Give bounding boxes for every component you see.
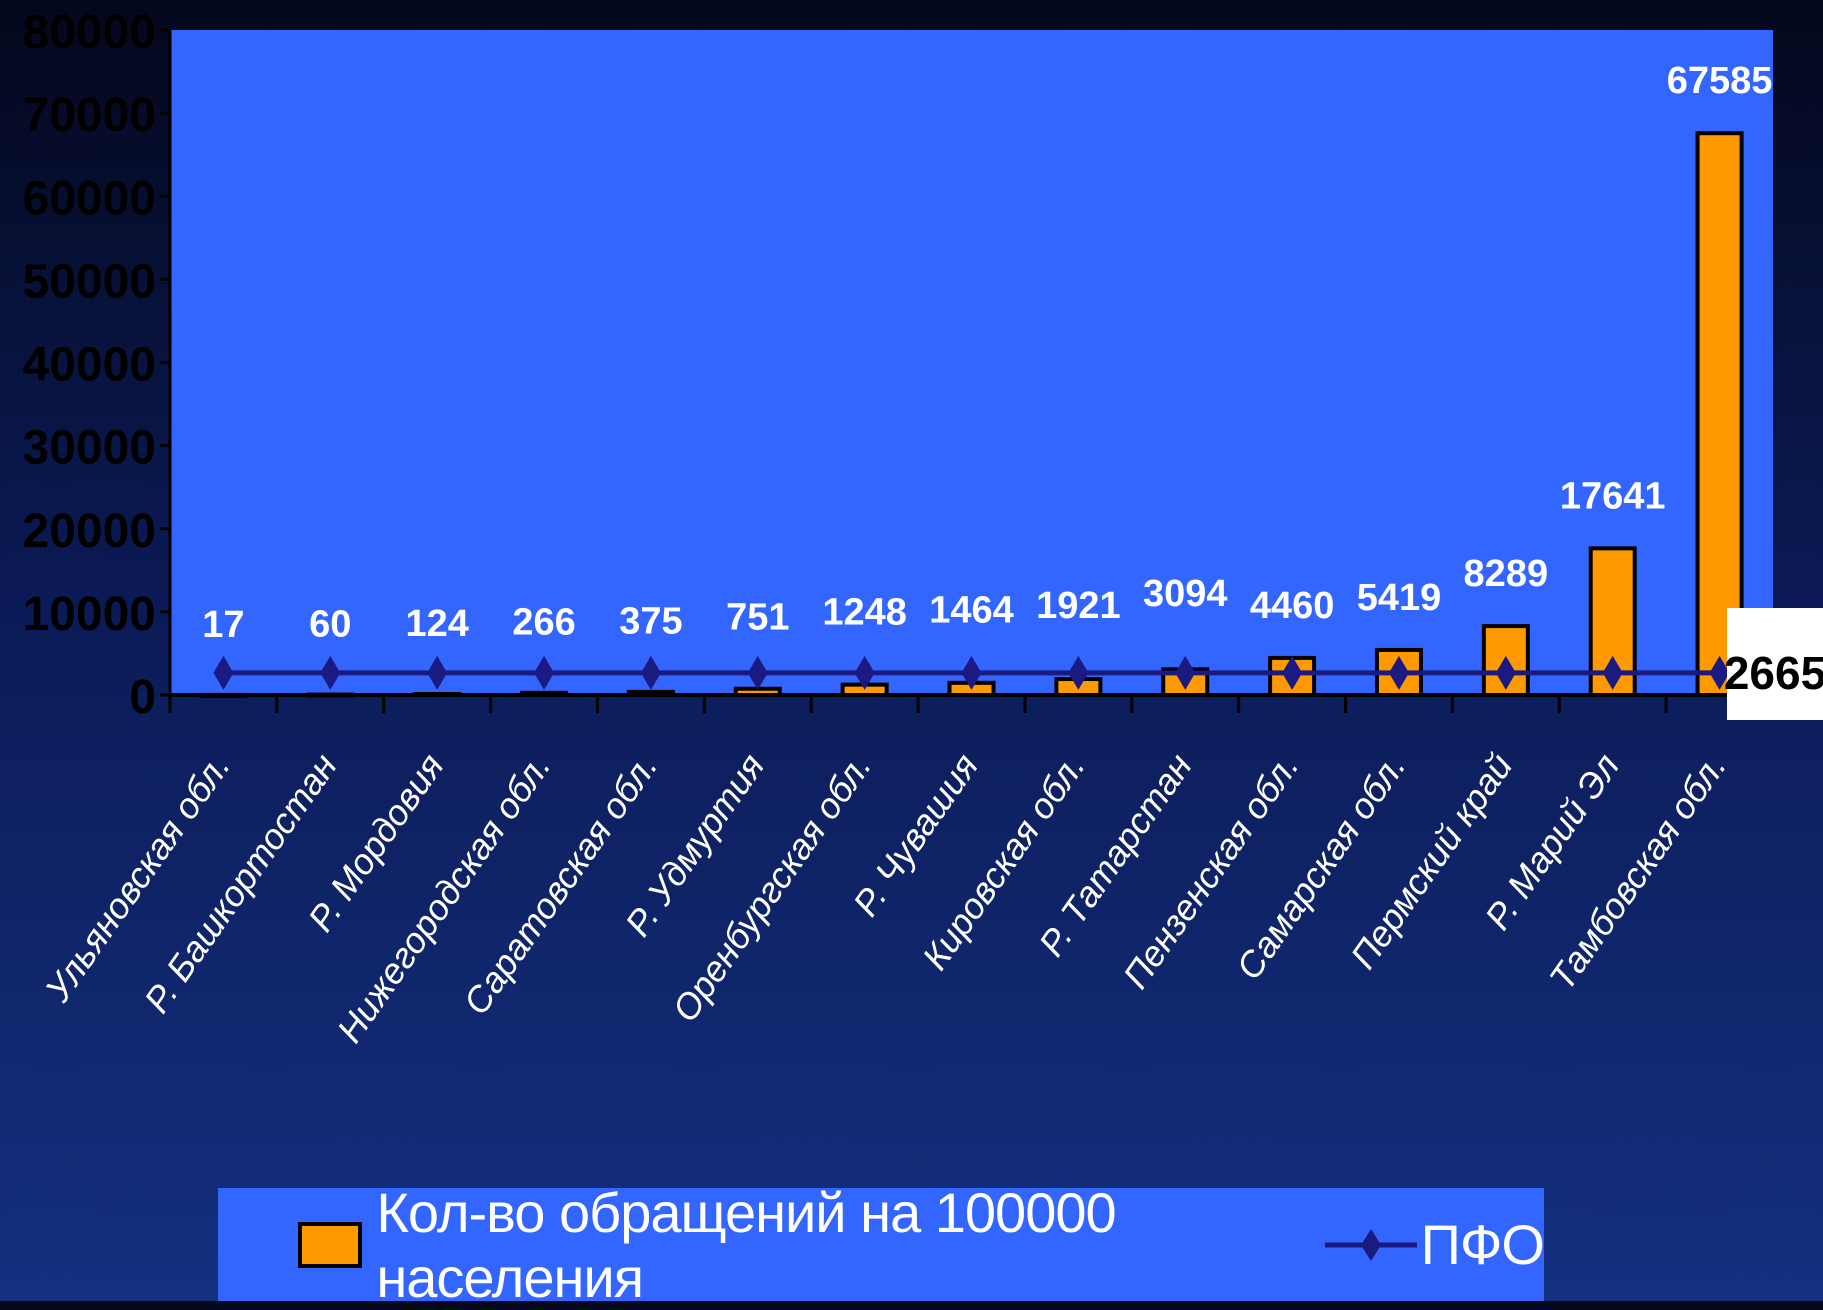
y-tick-label: 70000: [23, 89, 156, 142]
line-point: [1388, 655, 1409, 690]
data-labels: 17 60 124 266 375 751 1248 1464 1921 3094 4460 5419…: [202, 60, 1823, 720]
y-tick-label: 20000: [23, 505, 156, 558]
plot-area: [170, 30, 1773, 695]
category-label: Нижегородская обл.: [329, 746, 559, 1050]
line-point: [1175, 655, 1196, 690]
bar-data-label: 266: [512, 601, 575, 643]
line-series-pfo: [213, 655, 1730, 690]
line-end-label: 2665: [1724, 647, 1823, 699]
line-point: [1709, 655, 1730, 690]
bar-data-label: 751: [726, 596, 789, 638]
bar-data-label: 60: [309, 603, 351, 645]
bar-data-label: 1464: [929, 589, 1014, 631]
bar-data-label: 17641: [1560, 475, 1666, 517]
bar-data-label: 375: [619, 600, 682, 642]
legend-line-label: ПФО: [1420, 1213, 1545, 1276]
bar-data-label: 124: [405, 603, 468, 645]
legend-item-bar: Кол-во обращений на 100000 населения: [218, 1180, 1175, 1310]
category-label: Р. Башкортостан: [136, 746, 345, 1020]
line-point: [1495, 655, 1516, 690]
legend-bar-swatch: [298, 1221, 363, 1268]
line-point: [1068, 655, 1089, 690]
y-tick-label: 0: [129, 671, 156, 724]
category-label: Саратовская обл.: [455, 746, 665, 1022]
category-label: Оренбургская обл.: [664, 746, 879, 1029]
line-point: [640, 655, 661, 690]
x-axis: [168, 693, 1775, 713]
line-point: [961, 655, 982, 690]
line-point: [747, 655, 768, 690]
bar-data-label: 67585: [1667, 60, 1773, 102]
y-tick-label: 40000: [23, 339, 156, 392]
bar-data-label: 8289: [1464, 553, 1549, 595]
line-end-label-box: [1727, 608, 1823, 720]
y-axis: 0 10000 20000 30000 40000 50000 60000 70000 8000…: [23, 6, 172, 724]
legend-line-swatch: [1324, 1228, 1417, 1261]
line-point: [534, 655, 555, 690]
y-tick-label: 30000: [23, 422, 156, 475]
bar-data-label: 5419: [1357, 577, 1442, 619]
bar-data-label: 4460: [1250, 585, 1335, 627]
bar-data-label: 17: [202, 604, 244, 646]
y-tick-label: 80000: [23, 6, 156, 59]
bar-data-label: 1248: [822, 592, 907, 634]
legend-bar-label: Кол-во обращений на 100000 населения: [376, 1180, 1116, 1309]
y-tick-label: 50000: [23, 255, 156, 308]
line-point: [427, 655, 448, 690]
category-label: Ульяновская обл.: [36, 746, 238, 1010]
legend: Кол-во обращений на 100000 населения ПФО: [218, 1181, 1545, 1309]
line-point: [320, 655, 341, 690]
legend-item-line: ПФО: [1175, 1212, 1545, 1277]
bar-data-label: 3094: [1143, 573, 1228, 615]
line-point: [1282, 655, 1303, 690]
line-point: [213, 655, 234, 690]
y-tick-label: 10000: [23, 588, 156, 641]
line-point: [1602, 655, 1623, 690]
bar-data-label: 1921: [1036, 585, 1121, 627]
line-point: [854, 655, 875, 690]
y-tick-label: 60000: [23, 172, 156, 225]
